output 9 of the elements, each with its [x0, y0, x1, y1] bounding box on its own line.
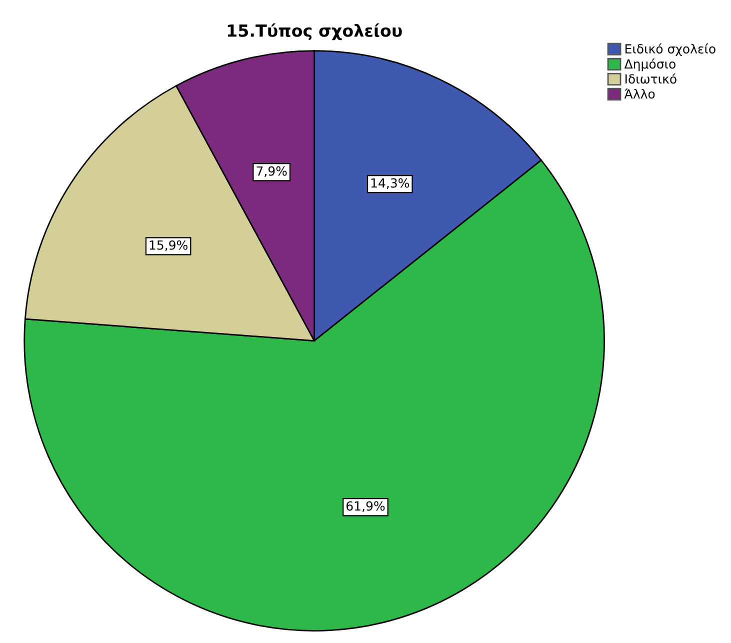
chart-title: 15.Τύπος σχολείου [228, 23, 402, 40]
legend-label: Ειδικό σχολείο [626, 43, 716, 56]
legend-label: Δημόσιο [624, 58, 676, 72]
data-label: 61,9% [346, 501, 385, 512]
legend-label: Άλλο [624, 88, 655, 99]
data-label: 15,9% [150, 240, 188, 252]
data-label: 14,3% [371, 178, 410, 189]
data-label: 7,9% [256, 166, 287, 178]
legend-label: Ιδιωτικό [626, 73, 676, 84]
